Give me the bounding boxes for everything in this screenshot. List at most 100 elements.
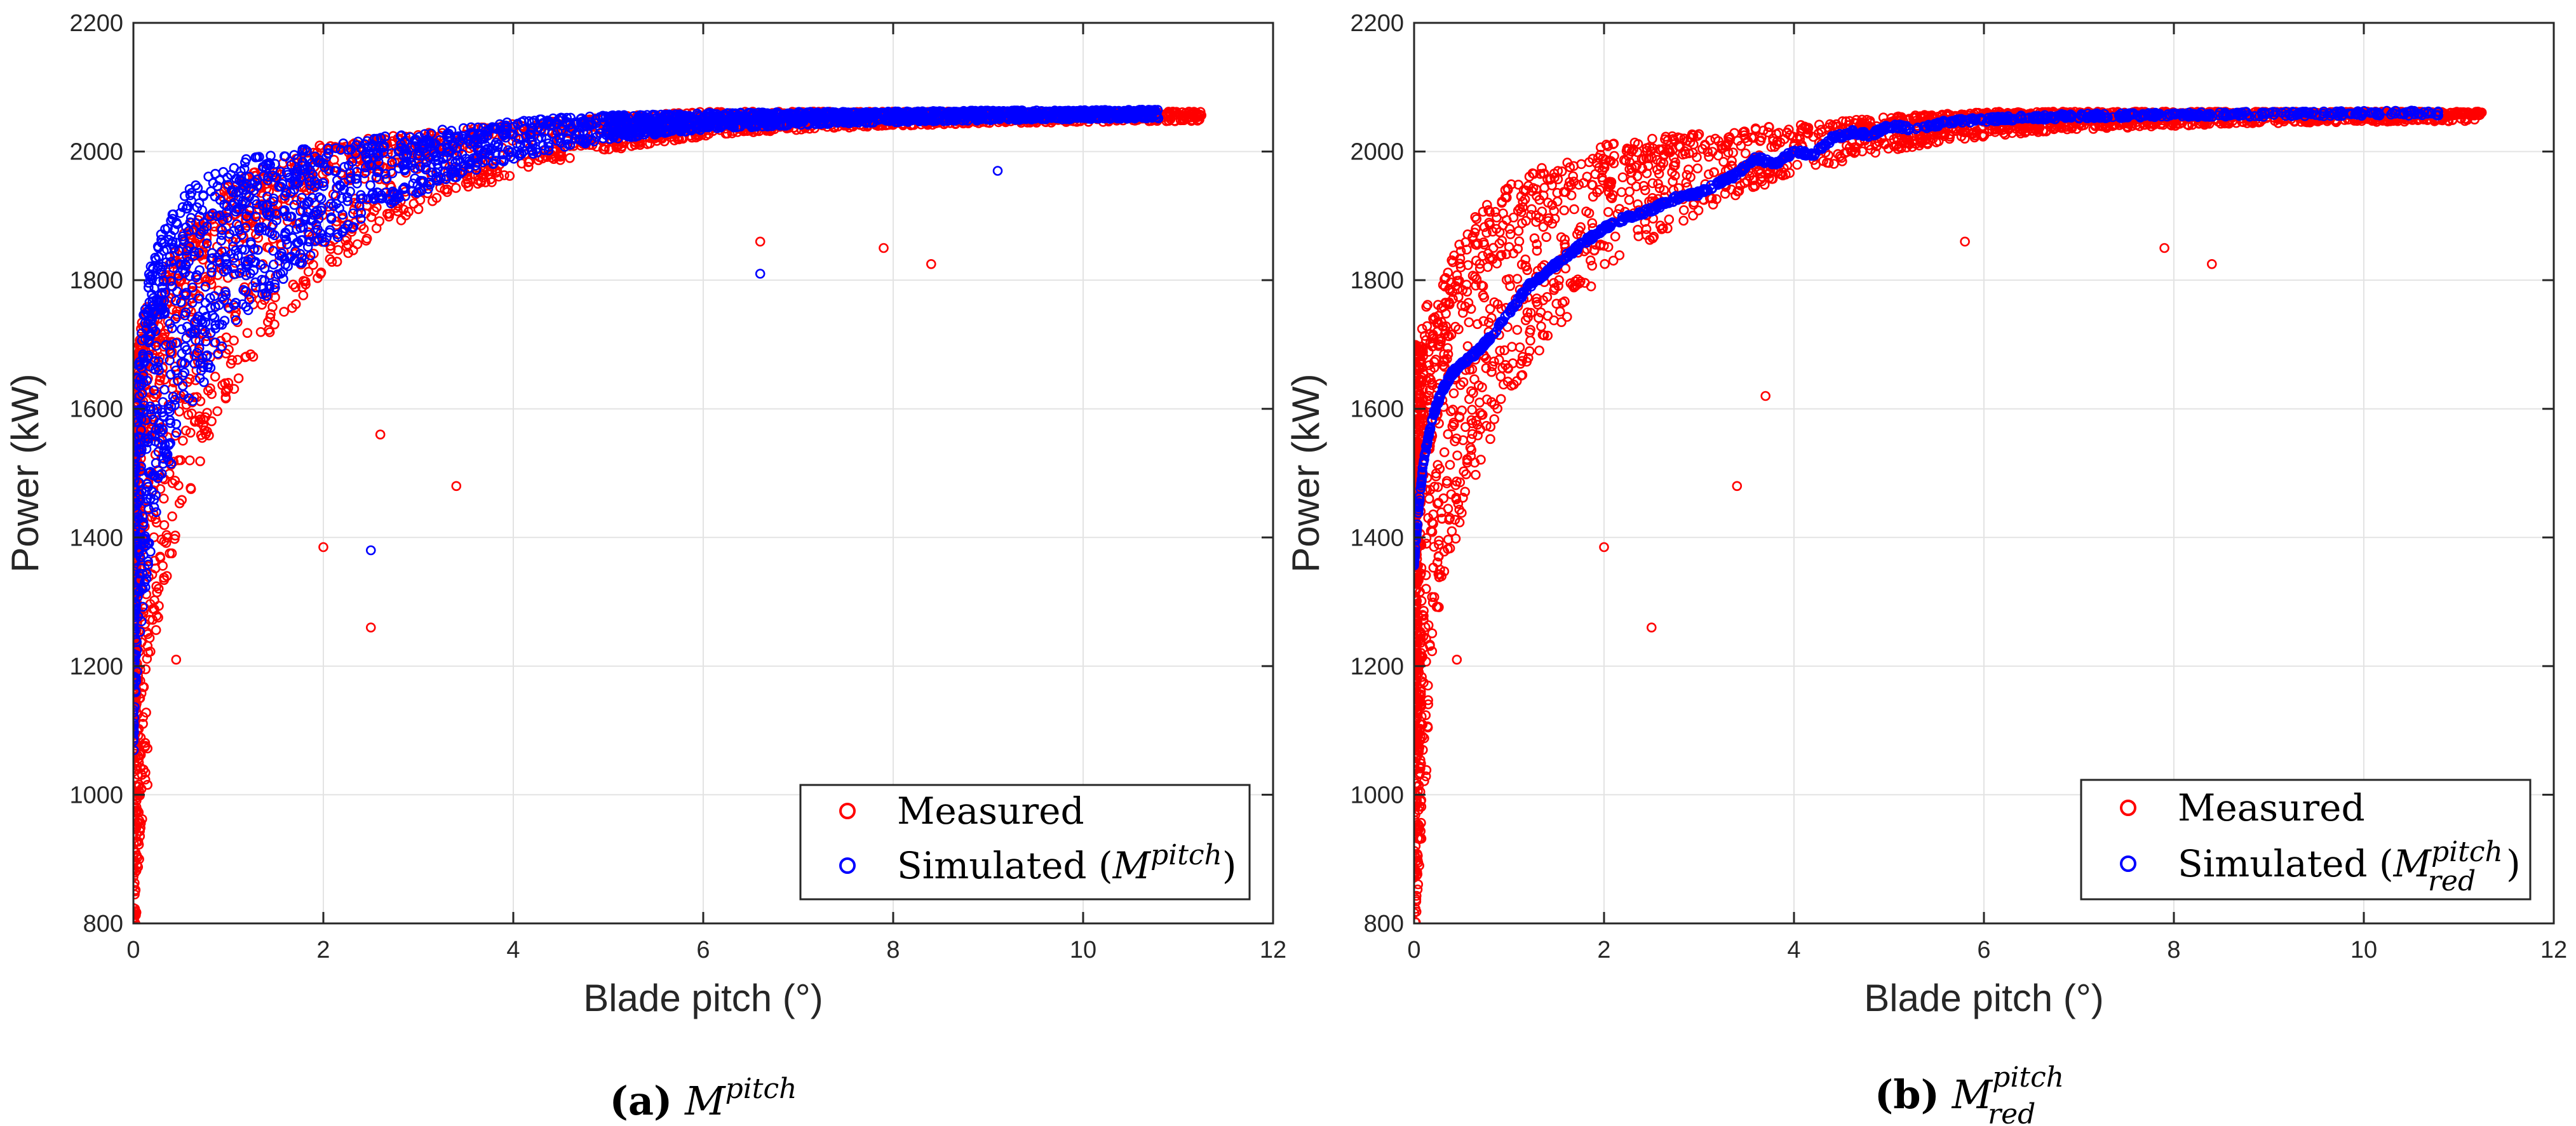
- measured-point: [173, 480, 184, 491]
- simulated-point: [509, 154, 519, 164]
- measured-point: [635, 140, 645, 150]
- measured-point: [133, 866, 138, 876]
- simulated-point: [133, 598, 141, 608]
- measured-point: [159, 575, 170, 586]
- simulated-point: [318, 178, 328, 189]
- simulated-point: [314, 192, 325, 203]
- measured-point: [220, 378, 231, 389]
- measured-point: [158, 493, 169, 504]
- simulated-point: [347, 156, 358, 167]
- simulated-point: [219, 295, 229, 305]
- measured-point: [384, 211, 394, 222]
- simulated-point: [264, 227, 275, 238]
- simulated-point: [137, 582, 147, 593]
- simulated-point: [236, 244, 247, 255]
- measured-point: [165, 548, 175, 559]
- simulated-point: [151, 458, 161, 469]
- simulated-point: [523, 116, 534, 126]
- measured-point: [248, 351, 259, 362]
- simulated-point: [452, 151, 462, 161]
- measured-point: [198, 420, 208, 431]
- measured-point: [298, 290, 309, 300]
- simulated-point: [149, 283, 159, 293]
- simulated-point: [464, 163, 475, 173]
- measured-point: [203, 385, 213, 396]
- simulated-point: [352, 178, 362, 189]
- simulated-point: [278, 274, 288, 285]
- measured-point: [171, 654, 182, 665]
- simulated-point: [380, 131, 391, 142]
- simulated-point: [457, 149, 468, 159]
- measured-point: [212, 406, 223, 417]
- measured-point: [246, 293, 257, 303]
- simulated-point: [326, 199, 336, 209]
- measured-point: [233, 354, 243, 365]
- measured-point: [133, 751, 141, 761]
- measured-point: [189, 417, 200, 427]
- simulated-point: [367, 189, 377, 200]
- simulated-point: [171, 217, 182, 228]
- measured-point: [375, 429, 386, 440]
- simulated-point: [220, 254, 231, 265]
- simulated-point: [302, 198, 313, 209]
- measured-point: [151, 625, 161, 635]
- simulated-point: [180, 310, 191, 321]
- simulated-point: [194, 248, 204, 258]
- simulated-point: [160, 287, 171, 298]
- simulated-point: [138, 371, 149, 381]
- simulated-point: [245, 237, 256, 248]
- measured-point: [264, 327, 275, 337]
- simulated-point: [195, 229, 205, 239]
- simulated-point: [345, 168, 356, 178]
- measured-point: [143, 477, 154, 488]
- simulated-point: [134, 391, 145, 401]
- simulated-point: [485, 145, 496, 156]
- simulated-point: [339, 161, 350, 172]
- measured-point: [163, 324, 173, 335]
- measured-point: [145, 647, 156, 657]
- simulated-point: [205, 293, 215, 304]
- simulated-point: [201, 336, 211, 347]
- simulated-point: [185, 327, 196, 338]
- measured-point: [325, 164, 335, 175]
- measured-point: [1161, 109, 1172, 119]
- measured-point: [204, 430, 214, 441]
- simulated-point: [543, 138, 553, 149]
- simulated-point: [528, 149, 539, 159]
- measured-point: [287, 303, 297, 313]
- simulated-point: [171, 338, 181, 349]
- simulated-point: [304, 221, 314, 232]
- simulated-point: [241, 260, 252, 271]
- simulated-point: [134, 444, 144, 454]
- measured-point: [153, 612, 163, 623]
- simulated-point: [268, 246, 278, 256]
- simulated-point: [257, 222, 267, 232]
- measured-point: [403, 206, 414, 217]
- measured-point: [327, 257, 337, 267]
- simulated-point: [142, 493, 152, 504]
- simulated-point: [356, 213, 366, 224]
- measured-point: [269, 319, 280, 330]
- measured-point: [133, 638, 140, 648]
- simulated-point: [133, 372, 142, 383]
- simulated-point: [373, 157, 384, 167]
- simulated-point: [158, 397, 168, 407]
- simulated-point: [144, 278, 154, 288]
- simulated-point: [234, 175, 245, 186]
- simulated-point: [529, 116, 540, 126]
- measured-point: [257, 299, 267, 310]
- simulated-point: [140, 531, 151, 542]
- simulated-point: [154, 365, 164, 376]
- simulated-point: [262, 191, 273, 202]
- simulated-point: [452, 155, 463, 166]
- measured-point: [879, 243, 889, 253]
- simulated-point: [204, 211, 215, 222]
- simulated-point: [133, 685, 140, 696]
- measured-point: [450, 183, 461, 193]
- simulated-point: [133, 485, 140, 496]
- simulated-point: [166, 401, 177, 412]
- simulated-point: [584, 111, 595, 122]
- simulated-point: [177, 380, 188, 391]
- simulated-point: [217, 230, 227, 240]
- simulated-point: [232, 204, 242, 215]
